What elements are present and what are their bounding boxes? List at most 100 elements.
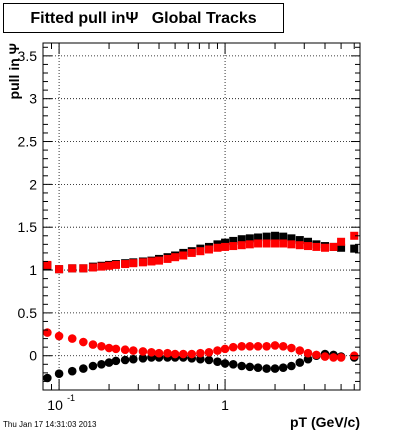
data-point — [295, 346, 305, 355]
data-point — [54, 331, 64, 341]
data-point — [97, 342, 106, 351]
data-point — [204, 355, 214, 365]
data-point — [237, 361, 247, 371]
data-point — [279, 232, 288, 241]
data-point — [204, 245, 213, 254]
x-tick-label-exponent: -1 — [67, 393, 75, 403]
data-point — [138, 347, 148, 356]
data-point — [320, 352, 330, 361]
data-point — [43, 373, 52, 383]
y-tick-label: 3.5 — [18, 48, 38, 64]
data-point — [54, 369, 64, 379]
data-point — [178, 349, 188, 359]
data-point — [254, 239, 263, 248]
title-box: Fitted pull inΨ Global Tracks — [3, 3, 284, 33]
axis-labels: 0 0.5 1 1.5 2 2.5 3 3.5 10 -1 1 pT (GeV/c) pull in Ψ — [6, 43, 360, 430]
data-point — [213, 357, 222, 367]
y-tick-label: 2 — [29, 176, 37, 192]
data-point — [321, 243, 330, 252]
data-point — [271, 239, 280, 248]
series-3 — [43, 328, 359, 362]
x-axis-label: pT (GeV/c) — [290, 414, 360, 430]
data-point — [245, 342, 255, 351]
data-marks — [43, 231, 359, 383]
data-point — [213, 243, 222, 252]
y-tick-label: 0 — [29, 348, 37, 364]
y-axis-label: pull in Ψ — [6, 43, 22, 99]
y-tick-label: 2.5 — [18, 134, 38, 150]
data-point — [287, 343, 296, 353]
data-point — [204, 348, 214, 357]
data-point — [237, 241, 246, 250]
data-point — [336, 353, 346, 362]
data-point — [237, 235, 246, 244]
data-point — [88, 263, 97, 272]
data-point — [262, 232, 271, 241]
x-tick-label: 1 — [221, 397, 229, 413]
data-point — [270, 364, 280, 373]
y-tick-label: 0.5 — [18, 305, 38, 321]
data-point — [245, 234, 254, 243]
data-point — [68, 264, 77, 273]
data-point — [229, 242, 238, 251]
data-point — [138, 353, 148, 363]
data-point — [262, 364, 271, 373]
data-point — [111, 260, 120, 269]
data-point — [138, 258, 147, 267]
y-tick-label: 1 — [29, 262, 37, 278]
data-point — [287, 361, 296, 371]
data-point — [312, 242, 321, 251]
data-point — [163, 348, 172, 358]
data-point — [287, 234, 296, 243]
data-point — [154, 348, 164, 358]
data-point — [147, 257, 156, 266]
data-point — [350, 231, 359, 240]
data-point — [104, 343, 114, 353]
data-point — [303, 348, 313, 358]
data-point — [220, 359, 230, 368]
data-point — [129, 354, 138, 364]
data-point — [279, 239, 288, 248]
data-point — [295, 236, 304, 245]
plot-frame — [42, 42, 361, 391]
data-point — [278, 342, 288, 351]
data-point — [271, 231, 280, 240]
data-point — [97, 359, 106, 369]
data-point — [304, 237, 313, 246]
data-point — [88, 361, 98, 371]
data-point — [253, 363, 263, 373]
data-point — [129, 346, 138, 355]
data-point — [270, 341, 280, 350]
data-point — [120, 355, 130, 365]
data-point — [229, 236, 238, 245]
axis-ticks — [42, 43, 360, 391]
data-point — [97, 262, 106, 271]
data-point — [245, 240, 254, 249]
data-point — [221, 242, 230, 251]
x-tick-label: 10 — [47, 397, 63, 413]
data-point — [43, 260, 52, 269]
data-point — [104, 358, 114, 367]
data-point — [79, 364, 88, 373]
data-point — [221, 238, 230, 247]
data-point — [155, 256, 164, 265]
data-point — [329, 242, 338, 251]
data-point — [55, 265, 64, 274]
data-point — [350, 244, 359, 253]
data-point — [220, 344, 230, 354]
data-point — [171, 253, 180, 262]
data-point — [304, 242, 313, 251]
data-point — [67, 334, 77, 343]
data-point — [187, 248, 196, 257]
data-point — [111, 356, 121, 366]
data-point — [88, 340, 98, 349]
data-point — [278, 363, 288, 373]
data-point — [329, 353, 338, 362]
y-tick-label: 3 — [29, 91, 37, 107]
data-point — [337, 243, 346, 252]
data-point — [253, 342, 263, 351]
y-tick-label: 1.5 — [18, 219, 38, 235]
data-point — [179, 251, 188, 260]
series-1 — [43, 231, 359, 274]
